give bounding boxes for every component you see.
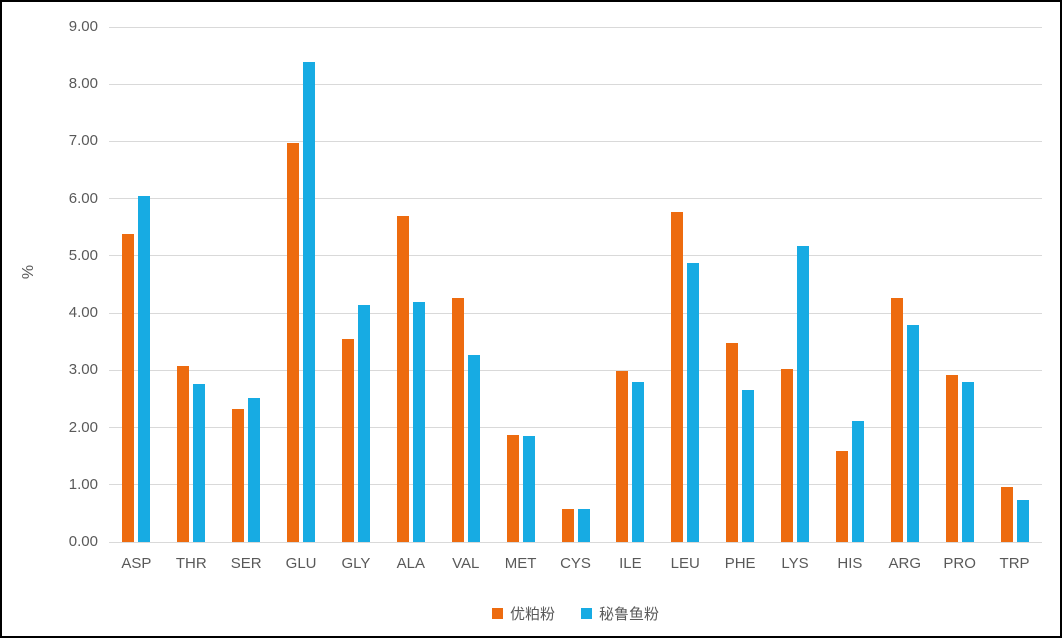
- bar-series1-cys[interactable]: [577, 509, 590, 542]
- legend-label-series-0: 优粕粉: [509, 606, 555, 623]
- bar-series1-met[interactable]: [522, 436, 535, 542]
- y-tick-label: 5.00: [68, 246, 98, 264]
- legend-label-series-1: 秘鲁鱼粉: [599, 606, 660, 623]
- bar-series0-thr[interactable]: [177, 366, 190, 542]
- x-tick-label-lys: LYS: [781, 555, 809, 572]
- y-tick-label: 0.00: [68, 533, 98, 550]
- bar-series0-asp[interactable]: [122, 234, 135, 542]
- bar-series0-lys[interactable]: [781, 369, 794, 542]
- bar-series1-thr[interactable]: [193, 383, 206, 542]
- x-tick-label-asp: ASP: [121, 555, 152, 572]
- y-tick-label: 2.00: [68, 418, 98, 436]
- x-tick-label-ile: ILE: [619, 555, 642, 572]
- bar-series0-val[interactable]: [451, 297, 464, 542]
- bar-series0-phe[interactable]: [726, 343, 739, 542]
- x-tick-label-gly: GLY: [341, 555, 371, 572]
- bar-series0-leu[interactable]: [671, 211, 684, 542]
- gridline: [109, 427, 1042, 429]
- legend-swatch-orange: [491, 608, 503, 619]
- bar-series0-trp[interactable]: [1000, 486, 1013, 542]
- y-tick-label: 7.00: [68, 132, 98, 150]
- gridline: [109, 140, 1042, 142]
- y-tick-label: 1.00: [68, 475, 98, 493]
- bar-series0-ser[interactable]: [232, 409, 245, 542]
- bar-series0-glu[interactable]: [287, 143, 300, 542]
- gridline: [109, 83, 1042, 85]
- x-tick-label-his: HIS: [837, 555, 863, 572]
- x-tick-label-thr: THR: [175, 555, 207, 572]
- y-tick-label: 9.00: [68, 18, 98, 35]
- x-tick-label-trp: TRP: [999, 555, 1030, 572]
- gridline: [109, 484, 1042, 486]
- x-tick-label-leu: LEU: [670, 555, 700, 572]
- bar-series0-arg[interactable]: [890, 297, 903, 542]
- x-tick-label-phe: PHE: [724, 555, 756, 572]
- bar-series0-his[interactable]: [835, 451, 848, 542]
- x-tick-label-pro: PRO: [943, 555, 976, 572]
- bar-series1-ile[interactable]: [632, 381, 645, 542]
- bar-series1-leu[interactable]: [687, 263, 700, 542]
- bar-series0-pro[interactable]: [945, 374, 958, 542]
- legend-swatch-blue: [581, 608, 592, 619]
- bar-series0-ile[interactable]: [616, 370, 629, 542]
- gridline: [109, 369, 1042, 371]
- x-tick-label-glu: GLU: [285, 555, 317, 572]
- gridline: [109, 26, 1042, 28]
- y-tick-label: 8.00: [68, 75, 98, 93]
- bar-series1-gly[interactable]: [357, 305, 370, 542]
- x-tick-label-ser: SER: [230, 555, 262, 572]
- legend: 优粕粉 秘鲁鱼粉: [109, 603, 1042, 624]
- y-tick-label: 4.00: [68, 304, 98, 322]
- x-tick-label-val: VAL: [452, 555, 480, 572]
- y-tick-label: 6.00: [68, 189, 98, 207]
- bar-series1-val[interactable]: [467, 355, 480, 542]
- x-tick-label-ala: ALA: [396, 555, 426, 572]
- x-tick-label-cys: CYS: [560, 555, 591, 572]
- legend-item-series-0[interactable]: 优粕粉: [491, 603, 555, 624]
- bar-series1-pro[interactable]: [961, 381, 974, 542]
- bar-series0-met[interactable]: [506, 435, 519, 542]
- bar-series1-phe[interactable]: [742, 389, 755, 542]
- y-tick-label: 3.00: [68, 361, 98, 379]
- bar-series1-trp[interactable]: [1016, 500, 1029, 542]
- plot-area: [109, 26, 1042, 543]
- bar-series1-lys[interactable]: [797, 245, 810, 542]
- bar-series1-ser[interactable]: [248, 397, 261, 542]
- bar-series0-gly[interactable]: [341, 338, 354, 542]
- bar-series1-his[interactable]: [851, 421, 864, 542]
- x-tick-label-met: MET: [504, 555, 537, 572]
- x-tick-label-arg: ARG: [888, 555, 922, 572]
- gridline: [109, 198, 1042, 200]
- bar-series1-glu[interactable]: [303, 62, 316, 542]
- gridline: [109, 255, 1042, 257]
- gridline: [109, 312, 1042, 314]
- y-axis-title: %: [20, 264, 38, 280]
- gridline: [109, 541, 1042, 543]
- bar-series1-arg[interactable]: [906, 325, 919, 542]
- bar-series0-cys[interactable]: [561, 508, 574, 542]
- bar-series1-asp[interactable]: [138, 195, 151, 542]
- bar-series0-ala[interactable]: [396, 216, 409, 542]
- bar-series1-ala[interactable]: [412, 301, 425, 542]
- legend-item-series-1[interactable]: 秘鲁鱼粉: [581, 603, 659, 624]
